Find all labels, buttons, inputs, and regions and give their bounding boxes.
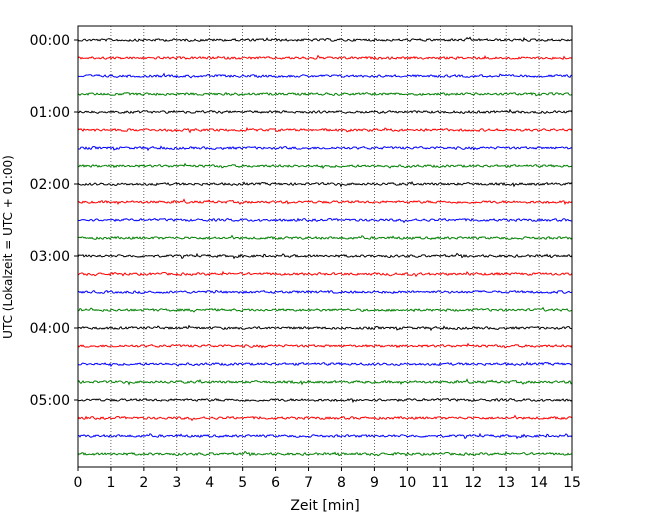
trace-05:30 [77,432,573,440]
x-tick-label: 5 [238,475,247,491]
x-tick-label: 3 [172,475,181,491]
trace-04:15 [77,342,573,349]
y-axis-label: UTC (Lokalzeit = UTC + 01:00) [1,155,15,339]
trace-00:00 [77,36,573,43]
trace-05:15 [77,414,573,422]
trace-04:30 [77,361,573,368]
trace-02:15 [77,198,573,206]
trace-01:15 [77,126,573,134]
trace-05:00 [77,397,573,404]
trace-04:00 [77,324,573,332]
x-tick-label: 10 [398,475,416,491]
trace-00:45 [77,92,573,97]
x-tick-label: 13 [497,475,515,491]
y-tick-label: 02:00 [30,177,70,193]
seismic-traces [77,36,573,457]
trace-02:45 [77,234,573,240]
y-tick-label: 00:00 [30,33,70,49]
x-tick-label: 0 [74,475,83,491]
trace-03:00 [77,252,573,260]
trace-02:30 [77,217,573,224]
trace-02:00 [77,181,573,188]
x-tick-label: 4 [205,475,214,491]
trace-05:45 [77,450,573,457]
x-tick-label: 1 [106,475,115,491]
trace-01:45 [77,162,573,170]
y-tick-label: 03:00 [30,249,70,265]
x-tick-label: 2 [139,475,148,491]
y-axis-ticks: 00:00 01:00 02:00 03:00 04:00 05:00 [30,33,78,409]
trace-01:00 [77,108,573,115]
trace-00:15 [77,54,573,61]
trace-03:45 [77,306,573,313]
x-tick-label: 9 [370,475,379,491]
x-tick-label: 6 [271,475,280,491]
x-axis-label: Zeit [min] [290,498,359,514]
trace-00:30 [77,72,573,79]
x-tick-label: 15 [563,475,581,491]
trace-04:45 [77,378,573,386]
x-tick-label: 7 [304,475,313,491]
y-tick-label: 04:00 [30,321,70,337]
x-tick-label: 14 [530,475,548,491]
x-tick-label: 8 [337,475,346,491]
x-tick-label: 12 [464,475,482,491]
x-axis-ticks: 0 1 2 3 4 5 6 7 8 9 10 11 12 13 14 15 [74,467,581,491]
trace-01:30 [77,145,573,152]
y-tick-label: 01:00 [30,105,70,121]
trace-03:15 [77,270,573,278]
plot-frame [77,25,573,468]
y-tick-label: 05:00 [30,393,70,409]
x-tick-label: 11 [431,475,449,491]
trace-03:30 [77,289,573,295]
